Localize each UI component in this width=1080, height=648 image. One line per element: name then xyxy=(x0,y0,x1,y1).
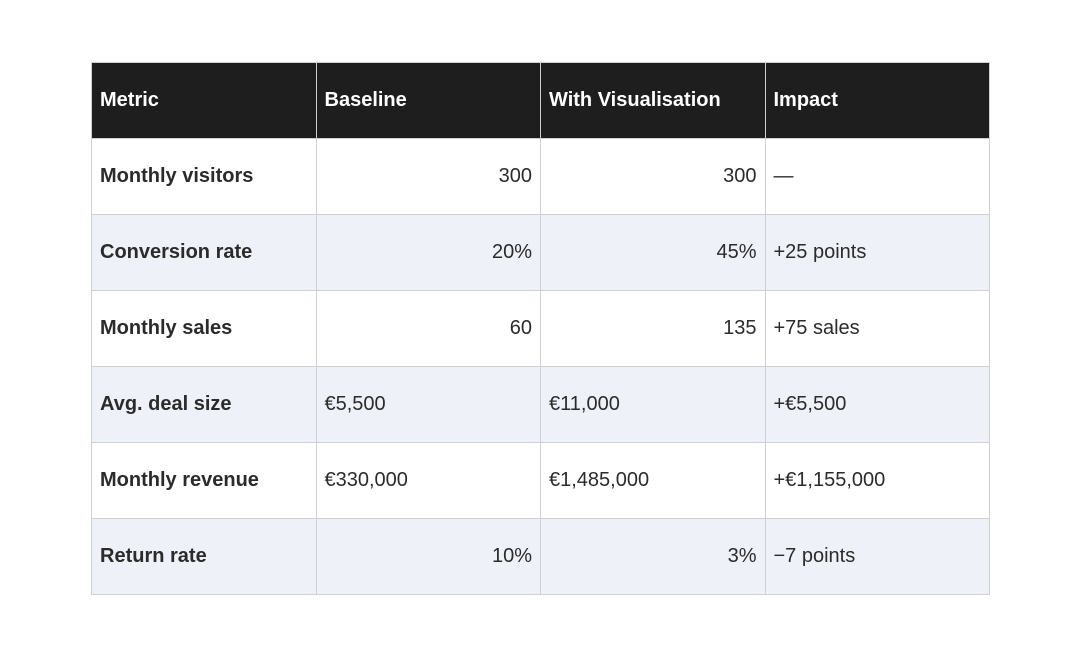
header-row: Metric Baseline With Visualisation Impac… xyxy=(91,62,990,139)
impact-cell: +€5,500 xyxy=(764,366,990,443)
table-header: Metric Baseline With Visualisation Impac… xyxy=(91,62,990,139)
with-visualisation-cell: 300 xyxy=(540,138,766,215)
metric-cell: Monthly visitors xyxy=(91,138,317,215)
impact-cell: +25 points xyxy=(764,214,990,291)
impact-cell: +75 sales xyxy=(764,290,990,367)
table-row: Return rate 10% 3% −7 points xyxy=(91,518,990,595)
impact-cell: +€1,155,000 xyxy=(764,442,990,519)
metric-cell: Monthly sales xyxy=(91,290,317,367)
comparison-table-container: Metric Baseline With Visualisation Impac… xyxy=(91,62,990,595)
header-impact: Impact xyxy=(764,62,990,139)
metric-cell: Conversion rate xyxy=(91,214,317,291)
table-row: Conversion rate 20% 45% +25 points xyxy=(91,214,990,291)
header-baseline: Baseline xyxy=(315,62,541,139)
baseline-cell: 10% xyxy=(315,518,541,595)
table-body: Monthly visitors 300 300 — Conversion ra… xyxy=(91,138,990,595)
baseline-cell: €5,500 xyxy=(315,366,541,443)
header-with-visualisation: With Visualisation xyxy=(540,62,766,139)
metric-cell: Avg. deal size xyxy=(91,366,317,443)
with-visualisation-cell: 3% xyxy=(540,518,766,595)
baseline-cell: 300 xyxy=(315,138,541,215)
metric-cell: Monthly revenue xyxy=(91,442,317,519)
metric-cell: Return rate xyxy=(91,518,317,595)
baseline-cell: 60 xyxy=(315,290,541,367)
table-row: Monthly sales 60 135 +75 sales xyxy=(91,290,990,367)
table-row: Monthly revenue €330,000 €1,485,000 +€1,… xyxy=(91,442,990,519)
with-visualisation-cell: 45% xyxy=(540,214,766,291)
impact-cell: −7 points xyxy=(764,518,990,595)
baseline-cell: €330,000 xyxy=(315,442,541,519)
table-row: Avg. deal size €5,500 €11,000 +€5,500 xyxy=(91,366,990,443)
with-visualisation-cell: 135 xyxy=(540,290,766,367)
with-visualisation-cell: €11,000 xyxy=(540,366,766,443)
header-metric: Metric xyxy=(91,62,317,139)
impact-cell: — xyxy=(764,138,990,215)
table-row: Monthly visitors 300 300 — xyxy=(91,138,990,215)
comparison-table: Metric Baseline With Visualisation Impac… xyxy=(91,62,990,595)
baseline-cell: 20% xyxy=(315,214,541,291)
with-visualisation-cell: €1,485,000 xyxy=(540,442,766,519)
